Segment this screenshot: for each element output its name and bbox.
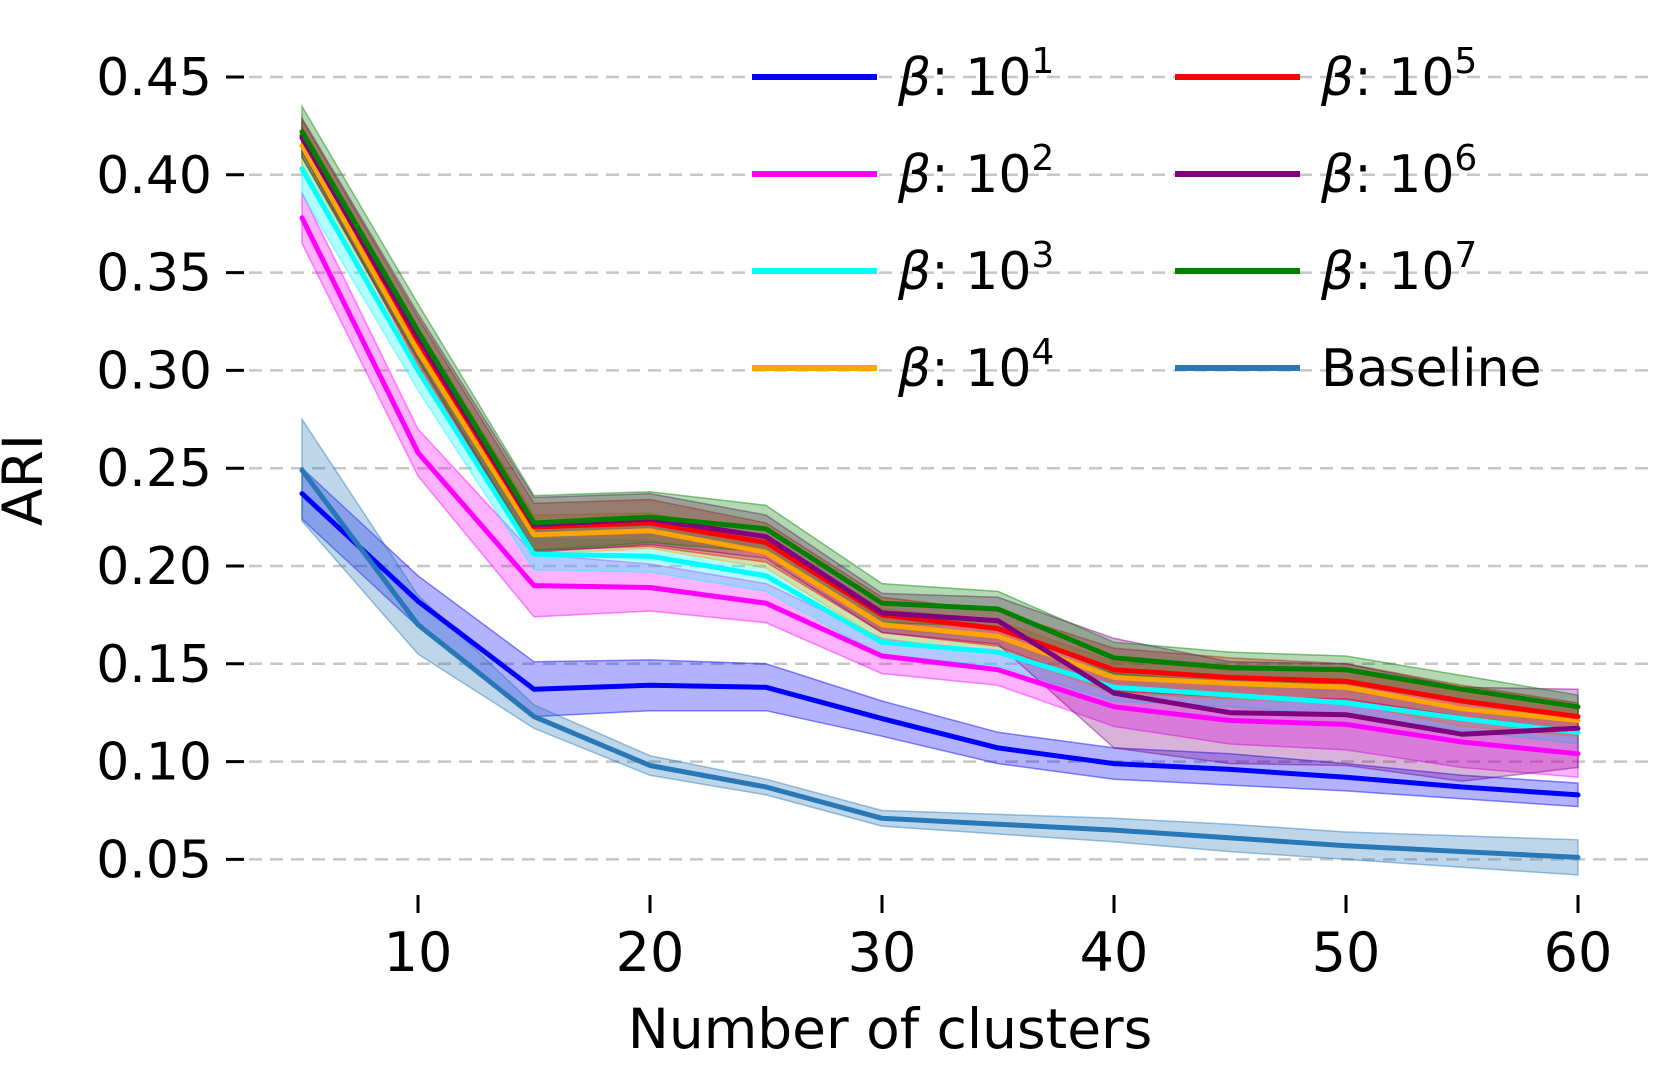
x-tick-label-40: 40 <box>1080 921 1149 984</box>
gridlines <box>228 75 1648 861</box>
legend-item-baseline: Baseline <box>1175 339 1541 399</box>
x-axis-label: Number of clusters <box>628 997 1153 1061</box>
legend-label-beta-1e7: β: 107 <box>1320 235 1477 302</box>
legend: β: 101 β: 102 β: 103 β: 104 β: 105 β: 106 β: 1… <box>752 41 1541 399</box>
legend-item-beta-1e7: β: 107 <box>1175 235 1477 302</box>
beta-1e4-line <box>299 143 1581 723</box>
legend-item-beta-1e5: β: 105 <box>1175 41 1477 108</box>
x-tick-label-30: 30 <box>848 921 917 984</box>
series-lines <box>299 129 1581 860</box>
baseline-line <box>299 467 1581 860</box>
beta-1e2-line <box>299 215 1581 757</box>
legend-item-beta-1e6: β: 106 <box>1175 138 1477 205</box>
x-tick-label-10: 10 <box>384 921 453 984</box>
y-tick-label-0.25: 0.25 <box>96 439 212 499</box>
x-tick-label-60: 60 <box>1544 921 1613 984</box>
x-tick-label-20: 20 <box>616 921 685 984</box>
legend-label-baseline: Baseline <box>1321 339 1541 399</box>
legend-label-beta-1e2: β: 102 <box>897 138 1054 205</box>
legend-label-beta-1e5: β: 105 <box>1320 41 1477 108</box>
y-tick-label-0.35: 0.35 <box>96 244 212 304</box>
y-tick-label-0.40: 0.40 <box>96 146 212 206</box>
x-axis-ticks: 10 20 30 40 50 60 <box>384 895 1613 984</box>
beta-1e7-line <box>299 129 1581 710</box>
y-tick-label-0.05: 0.05 <box>96 830 212 890</box>
y-axis-ticks: 0.05 0.10 0.15 0.20 0.25 0.30 0.35 0.40 0.45 <box>96 48 244 890</box>
legend-item-beta-1e4: β: 104 <box>752 332 1054 399</box>
legend-label-beta-1e3: β: 103 <box>897 235 1054 302</box>
x-tick-label-50: 50 <box>1312 921 1381 984</box>
beta-1e1-line <box>299 491 1581 798</box>
y-tick-label-0.10: 0.10 <box>96 733 212 793</box>
beta-1e3-line <box>299 166 1581 735</box>
legend-label-beta-1e1: β: 101 <box>897 41 1054 108</box>
beta-1e1-band <box>301 466 1579 808</box>
beta-1e3-band <box>301 140 1579 745</box>
y-tick-label-0.45: 0.45 <box>96 48 212 108</box>
y-tick-label-0.20: 0.20 <box>96 537 212 597</box>
legend-item-beta-1e1: β: 101 <box>752 41 1054 108</box>
legend-item-beta-1e2: β: 102 <box>752 138 1054 205</box>
legend-label-beta-1e4: β: 104 <box>897 332 1054 399</box>
legend-label-beta-1e6: β: 106 <box>1320 138 1477 205</box>
y-tick-label-0.30: 0.30 <box>96 341 212 401</box>
baseline-band <box>301 416 1579 876</box>
y-tick-label-0.15: 0.15 <box>96 635 212 695</box>
legend-item-beta-1e3: β: 103 <box>752 235 1054 302</box>
y-axis-label: ARI <box>0 434 55 526</box>
